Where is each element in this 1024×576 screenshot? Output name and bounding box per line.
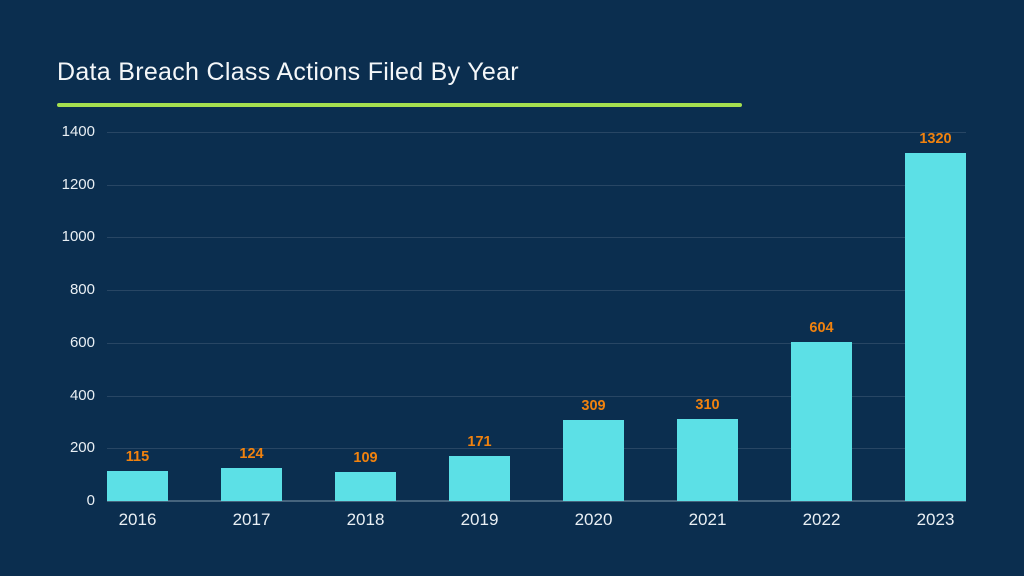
bar-group-2018: 109 2018 [335,132,396,529]
x-axis-label-2023: 2023 [916,510,955,529]
x-axis-label-2019: 2019 [460,510,499,529]
bar-group-2023: 1320 2023 [905,131,966,529]
y-tick-label-1200: 1200 [61,175,95,193]
gridline-600 [107,342,966,344]
value-label-2017: 124 [239,446,264,463]
y-tick-label-200: 200 [69,439,95,457]
gridline-800 [107,290,966,292]
x-axis-label-2018: 2018 [346,510,385,529]
y-tick-label-1400: 1400 [61,123,95,140]
bar-2023 [905,153,966,501]
value-label-2023: 1320 [919,131,952,148]
y-tick-label-600: 600 [69,333,95,351]
gridline-1200 [107,184,966,186]
gridline-200 [107,448,966,450]
bar-group-2016: 115 2016 [107,132,168,529]
value-label-2018: 109 [353,450,378,467]
y-tick-label-400: 400 [69,386,95,404]
bar-2019 [449,455,510,501]
bar-group-2021: 310 2021 [677,132,738,529]
value-label-2019: 171 [467,433,492,450]
value-label-2020: 309 [581,397,606,414]
bar-2022 [791,341,852,501]
plot-area: 0 200 400 600 800 1000 1200 1400 115 2016 124 2017… [62,123,966,529]
x-axis-label-2017: 2017 [232,510,271,529]
x-axis-label-2016: 2016 [118,510,157,529]
bar-2017 [221,468,282,501]
value-label-2021: 310 [695,397,720,414]
gridline-1000 [107,237,966,239]
title-underline-accent [57,103,742,107]
y-tick-label-0: 0 [86,492,95,509]
gridline-400 [107,395,966,397]
bar-group-2022: 604 2022 [791,132,852,529]
y-tick-label-800: 800 [69,281,95,299]
x-axis-label-2021: 2021 [688,510,727,529]
bar-group-2017: 124 2017 [221,132,282,529]
x-axis-label-2020: 2020 [574,510,613,529]
bar-2018 [335,472,396,501]
gridline-1400 [107,132,966,133]
x-axis-label-2022: 2022 [802,510,841,529]
bar-2016 [107,470,168,501]
bar-group-2019: 171 2019 [449,132,510,529]
bar-group-2020: 309 2020 [563,132,624,529]
chart-title: Data Breach Class Actions Filed By Year [57,58,519,86]
value-label-2022: 604 [809,319,834,336]
value-label-2016: 115 [125,448,150,465]
y-tick-label-1000: 1000 [61,228,95,246]
bar-2021 [677,419,738,501]
bar-2020 [563,419,624,501]
x-axis-baseline [107,500,966,502]
